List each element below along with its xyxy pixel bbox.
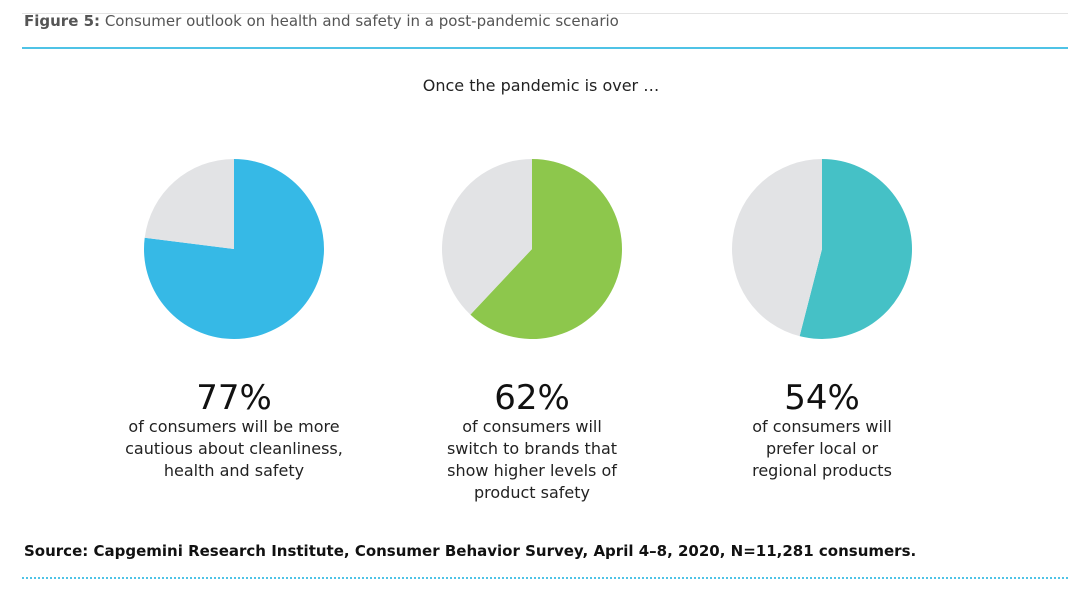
- source-note: Source: Capgemini Research Institute, Co…: [24, 542, 917, 560]
- title-divider: [22, 47, 1068, 49]
- pie-slice-cleanliness-share: [144, 159, 325, 339]
- stat-description: of consumers will prefer local or region…: [752, 417, 892, 480]
- stat-percent: 54%: [784, 378, 860, 418]
- stat-block-local-products: 54% of consumers will prefer local or re…: [692, 380, 952, 482]
- figure-label: Figure 5:: [24, 12, 101, 30]
- pie-slice-cleanliness-remainder: [144, 159, 234, 249]
- pie-slice-local-products-share: [799, 159, 913, 339]
- pie-slice-brand-switch-share: [470, 159, 622, 339]
- stat-description: of consumers will switch to brands that …: [446, 417, 618, 502]
- bottom-divider: [22, 577, 1068, 579]
- stat-percent: 77%: [196, 378, 272, 418]
- chart-subtitle: Once the pandemic is over …: [422, 76, 660, 95]
- stat-percent: 62%: [494, 378, 570, 418]
- stat-block-brand-switch: 62% of consumers will switch to brands t…: [402, 380, 662, 504]
- top-divider: [22, 13, 1068, 14]
- figure-title-text: Consumer outlook on health and safety in…: [104, 12, 619, 30]
- pie-slice-brand-switch-remainder: [441, 159, 532, 315]
- stat-description: of consumers will be more cautious about…: [125, 417, 343, 480]
- stat-block-cleanliness: 77% of consumers will be more cautious a…: [104, 380, 364, 482]
- pie-slice-local-products-remainder: [732, 159, 822, 337]
- figure-title: Figure 5: Consumer outlook on health and…: [24, 12, 619, 30]
